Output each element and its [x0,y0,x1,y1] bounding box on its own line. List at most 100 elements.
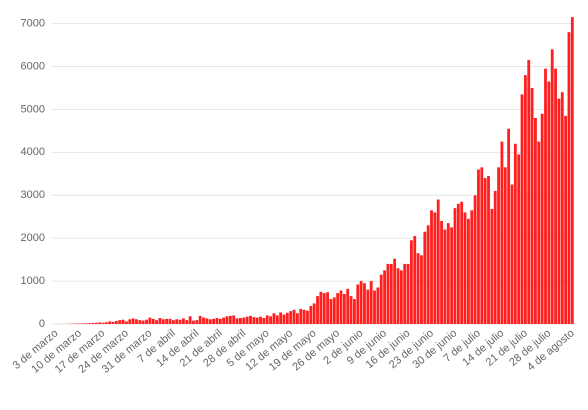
bar [273,313,276,324]
bar [571,17,574,324]
bar [527,60,530,324]
bar [474,195,477,324]
bar [169,319,172,324]
bar [544,69,547,324]
bar [205,318,208,324]
bar [286,313,289,324]
bar [497,167,500,324]
bar [185,320,188,324]
bar [289,311,292,324]
bar [319,292,322,324]
bar [454,208,457,324]
bar [490,209,493,324]
bar [95,323,98,324]
bar [343,294,346,324]
bar [517,154,520,324]
bar [125,321,128,324]
bar [155,320,158,324]
bar [212,319,215,324]
bar [353,299,356,324]
bar [467,219,470,324]
bar [246,317,249,324]
bar [387,264,390,324]
bar [430,210,433,324]
bar [232,315,235,324]
bar [561,92,564,324]
bar [444,230,447,324]
bar [541,114,544,324]
bar [393,259,396,324]
bar [457,204,460,324]
bar [152,319,155,324]
bar [269,316,272,324]
bar [249,316,252,324]
bar [480,167,483,324]
bar [554,69,557,324]
bar [464,212,467,324]
bar [336,293,339,324]
bar [413,236,416,324]
bar [531,88,534,324]
bar [477,170,480,325]
bar [400,270,403,324]
bar [112,322,115,324]
bar [470,210,473,324]
y-tick-label: 1000 [21,275,45,287]
y-tick-label: 3000 [21,189,45,201]
bar [511,185,514,324]
bar [189,316,192,324]
bar [262,318,265,324]
bar [195,320,198,324]
bar [266,315,269,324]
bar [501,142,504,324]
bar [148,318,151,324]
bar [514,144,517,324]
bar [122,320,125,324]
y-tick-label: 0 [39,318,45,330]
bar [179,320,182,324]
bar [303,310,306,324]
bar [309,306,312,324]
bar [547,82,550,324]
bar [88,323,91,324]
bar [380,275,383,324]
bar [323,293,326,324]
bar [370,281,373,324]
bar [256,318,259,324]
bar [403,264,406,324]
bar [279,312,282,324]
bar [504,167,507,324]
bar [460,202,463,324]
bar [108,321,111,324]
bar [340,291,343,324]
bar [165,319,168,324]
bar [85,323,88,324]
bar [145,320,148,324]
bar [199,316,202,324]
bar [524,75,527,324]
bar [407,264,410,324]
bar [202,318,205,324]
bar [484,178,487,324]
bar [118,320,121,324]
bar [363,283,366,324]
bar [175,319,178,324]
bar [242,318,245,324]
bar [558,99,561,324]
bar [440,221,443,324]
bar [219,319,222,324]
bar [366,290,369,324]
bar [507,129,510,324]
bar [239,318,242,324]
bar [427,225,430,324]
bar [306,311,309,324]
y-tick-label: 4000 [21,146,45,158]
bar [102,323,105,324]
bar [209,319,212,324]
bar [423,232,426,324]
bar [162,319,165,324]
bar [142,321,145,324]
bar [537,142,540,324]
y-tick-label: 2000 [21,232,45,244]
bar [296,313,299,324]
